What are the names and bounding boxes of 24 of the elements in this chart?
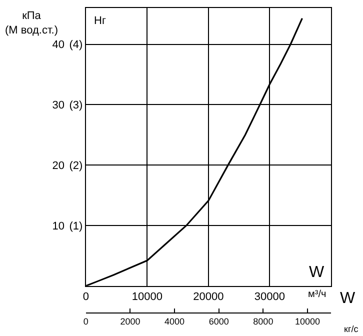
x-tick-label: 10000 [132, 291, 162, 304]
x-tick-label: 30000 [254, 291, 286, 304]
text: м³/ч [308, 289, 326, 300]
x-axis-title: W [309, 264, 325, 281]
y2-tick-label: (3) [69, 100, 83, 112]
y-axis-title: кПа (М вод.ст.) [5, 10, 58, 36]
text: кг/с [344, 324, 359, 334]
y2-tick-label: (4) [69, 39, 83, 52]
y-tick-label: 10 [52, 220, 65, 232]
x2-tick-label: 2000 [120, 316, 140, 326]
x-tick-label: 0 [82, 291, 89, 304]
y-tick-label: 20 [52, 160, 65, 172]
x2-tick-label: 10000 [294, 316, 320, 326]
y2-tick-label: (2) [69, 160, 83, 172]
x-tick-label: 20000 [193, 291, 224, 304]
annotation: Hг [94, 15, 106, 27]
y-tick-label: 40 [52, 39, 65, 52]
y-tick-label: 30 [52, 100, 65, 112]
x2-tick-label: 6000 [208, 316, 229, 326]
x2-tick-label: 8000 [253, 316, 274, 326]
x2-tick-label: 4000 [164, 316, 185, 326]
x2-axis-title: W [340, 290, 356, 307]
y2-tick-label: (1) [69, 220, 83, 232]
x2-tick-label: 0 [83, 316, 88, 326]
